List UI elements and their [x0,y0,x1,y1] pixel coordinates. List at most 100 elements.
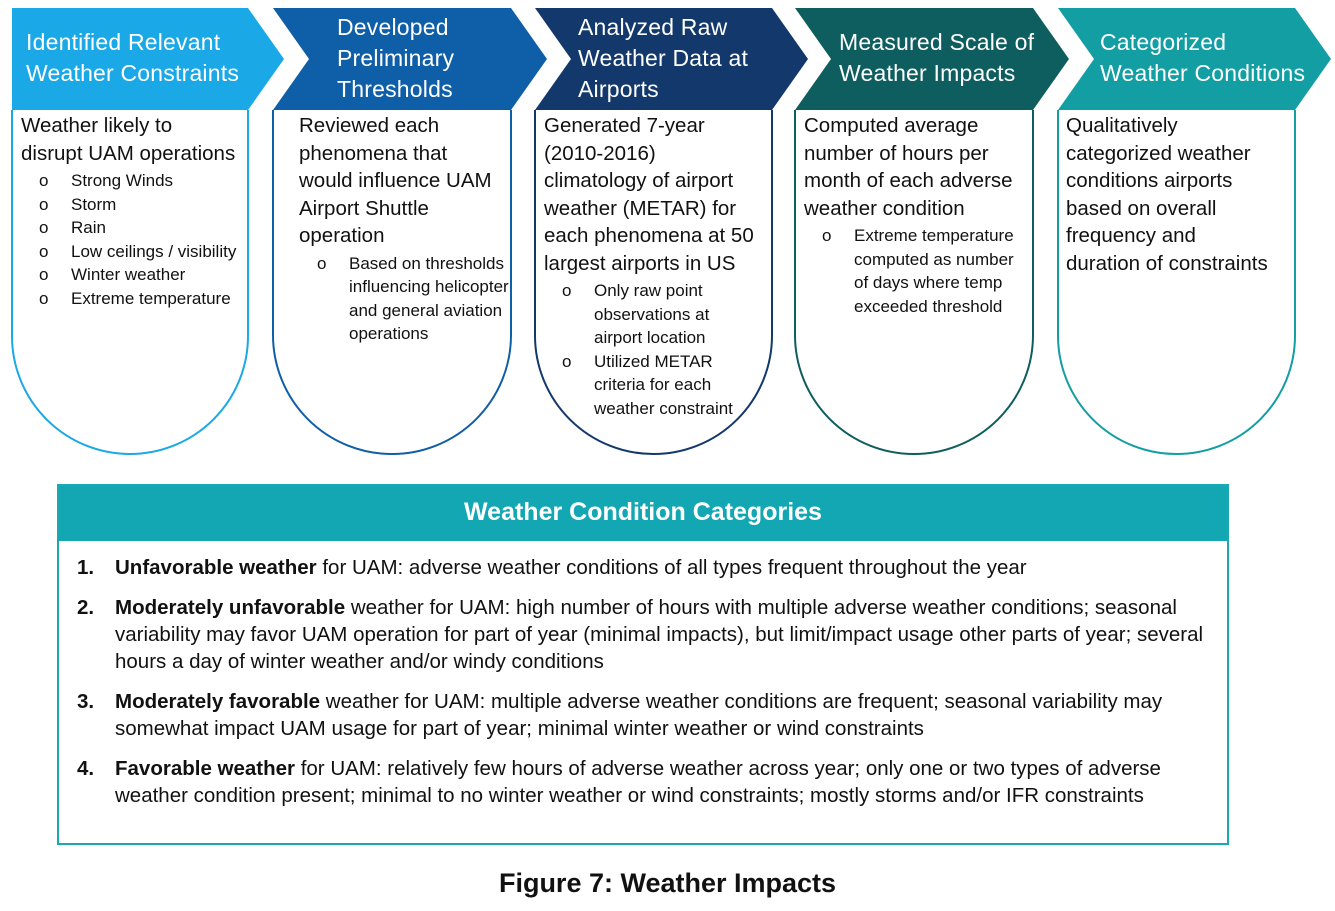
step-body-text: Weather likely to disrupt UAM operations [21,112,252,167]
step-title-line: Airports [578,75,659,102]
step-5-chevron [1058,8,1331,110]
hollow-circle-bullet-icon: o [39,288,49,308]
step-body-line: climatology of airport [544,169,734,192]
step-body-line: Qualitatively [1066,114,1178,137]
sub-bullet-line: Utilized METAR [594,351,713,371]
category-item: 4. Favorable weather for UAM: relatively … [59,755,1227,809]
sub-bullet-item: o Extreme temperature [39,287,252,311]
step-body-line: month of each adverse [804,169,1013,192]
sub-bullet-line: computed as number [854,249,1014,269]
step-4-title: Measured Scale of Weather Impacts [839,8,1087,108]
step-body-text: Qualitatively categorized weather conditio… [1066,112,1299,277]
step-1-title: Identified Relevant Weather Constraints [26,8,272,108]
step-body-line: Reviewed each [299,114,440,137]
sub-bullet-line: exceeded threshold [854,296,1003,316]
step-title-line: Weather Impacts [839,60,1016,86]
step-body-text: Generated 7-year (2010-2016) climatology o… [544,112,776,277]
step-5-outline [1057,110,1296,455]
sub-bullet-line: observations at [594,304,710,324]
hollow-circle-bullet-icon: o [39,241,49,261]
step-5-description: Qualitatively categorized weather conditio… [1066,112,1299,452]
sub-bullet-line: Winter weather [71,265,186,284]
sub-bullet-line: Based on thresholds [349,253,504,273]
step-1-description: Weather likely to disrupt UAM operations o… [21,112,252,452]
step-2-chevron [273,8,547,110]
figure-caption: Figure 7: Weather Impacts [498,868,837,898]
step-title-line: Developed [337,13,449,40]
sub-bullet-item: o Winter weather [39,263,252,287]
step-sub-bullets: o Only raw point observations at airport lo… [544,279,776,420]
step-body-line: operation [299,224,385,247]
step-body-line: weather condition [804,196,965,220]
step-title-line: Categorized [1100,29,1227,55]
step-body-line: Airport Shuttle [299,196,429,220]
step-3-chevron [535,8,808,110]
sub-bullet-line: and general aviation [349,300,503,320]
step-title-line: Analyzed Raw [578,13,728,40]
sub-bullet-item: o Low ceilings / visibility [39,240,252,264]
category-name: Unfavorable weather [115,556,317,579]
hollow-circle-bullet-icon: o [562,281,572,300]
category-number: 1. [77,556,95,579]
step-body-line: phenomena that [299,141,448,165]
sub-bullet-line: weather constraint [594,398,733,418]
sub-bullet-line: Extreme temperature [71,288,231,308]
step-3-outline [534,110,773,455]
step-sub-bullets: o Based on thresholds influencing helicopt… [299,252,515,346]
sub-bullet-line: of days where temp [854,273,1003,292]
hollow-circle-bullet-icon: o [39,218,49,237]
category-number: 3. [77,690,95,713]
step-sub-bullets: o Strong Winds o Storm o Rain o Low ceilings / … [21,169,252,310]
step-body-line: would influence UAM [299,169,492,192]
step-1-chevron [12,8,284,110]
category-number: 4. [77,757,95,780]
step-body-line: weather (METAR) for [544,196,737,220]
step-sub-bullets: o Extreme temperature computed as number of… [804,224,1037,318]
step-title-line: Identified Relevant [26,29,221,55]
step-body-text: Reviewed each phenomena that would influen… [299,112,515,250]
category-item: 2. Moderately unfavorable weather for UAM… [59,594,1227,675]
category-number: 2. [77,596,95,619]
step-body-line: categorized weather [1066,141,1251,165]
step-3-title: Analyzed Raw Weather Data at Airports [578,8,825,108]
sub-bullet-line: criteria for each [594,375,712,394]
category-name: Favorable weather [115,757,296,780]
sub-bullet-line: Only raw point [594,281,703,300]
sub-bullet-item: o Strong Winds [39,169,252,193]
step-body-line: conditions airports [1066,169,1233,192]
category-name: Moderately favorable [115,690,321,713]
category-name: Moderately unfavorable [115,596,346,619]
hollow-circle-bullet-icon: o [39,171,49,190]
step-body-line: based on overall [1066,196,1217,220]
step-body-line: largest airports in US [544,251,736,275]
categories-list: 1. Unfavorable weather for UAM: adverse w… [59,541,1227,809]
hollow-circle-bullet-icon: o [317,253,327,273]
step-5-title: Categorized Weather Conditions [1100,8,1335,108]
category-item: 3. Moderately favorable weather for UAM: … [59,688,1227,742]
categories-title: Weather Condition Categories [59,486,1227,541]
category-description: for UAM: relatively few hours of adverse… [115,757,1161,807]
step-title-line: Weather Constraints [26,60,240,86]
step-2-outline [272,110,512,455]
step-body-line: disrupt UAM operations [21,141,236,165]
step-body-line: Weather likely to [21,114,173,137]
sub-bullet-line: airport location [594,328,706,347]
step-title-line: Weather Data at [578,44,749,71]
step-4-chevron [795,8,1069,110]
sub-bullet-item: o Utilized METAR criteria for each weather … [562,350,776,421]
sub-bullet-item: o Storm [39,193,252,217]
process-flow-graphic [11,8,1331,455]
step-body-line: Computed average [804,114,979,137]
step-body-line: number of hours per [804,141,989,165]
step-2-description: Reviewed each phenomena that would influen… [299,112,515,452]
hollow-circle-bullet-icon: o [39,194,49,214]
sub-bullet-line: Low ceilings / visibility [71,241,237,261]
sub-bullet-item: o Based on thresholds influencing helicopt… [317,252,515,346]
step-body-text: Computed average number of hours per month… [804,112,1037,222]
step-body-line: Generated 7-year [544,114,705,137]
weather-condition-categories-panel: Weather Condition Categories 1. Unfavorab… [57,484,1229,845]
step-2-title: Developed Preliminary Thresholds [337,8,585,108]
step-body-line: duration of constraints [1066,251,1268,275]
step-body-line: frequency and [1066,224,1196,247]
category-description: for UAM: adverse weather conditions of a… [316,556,1027,579]
